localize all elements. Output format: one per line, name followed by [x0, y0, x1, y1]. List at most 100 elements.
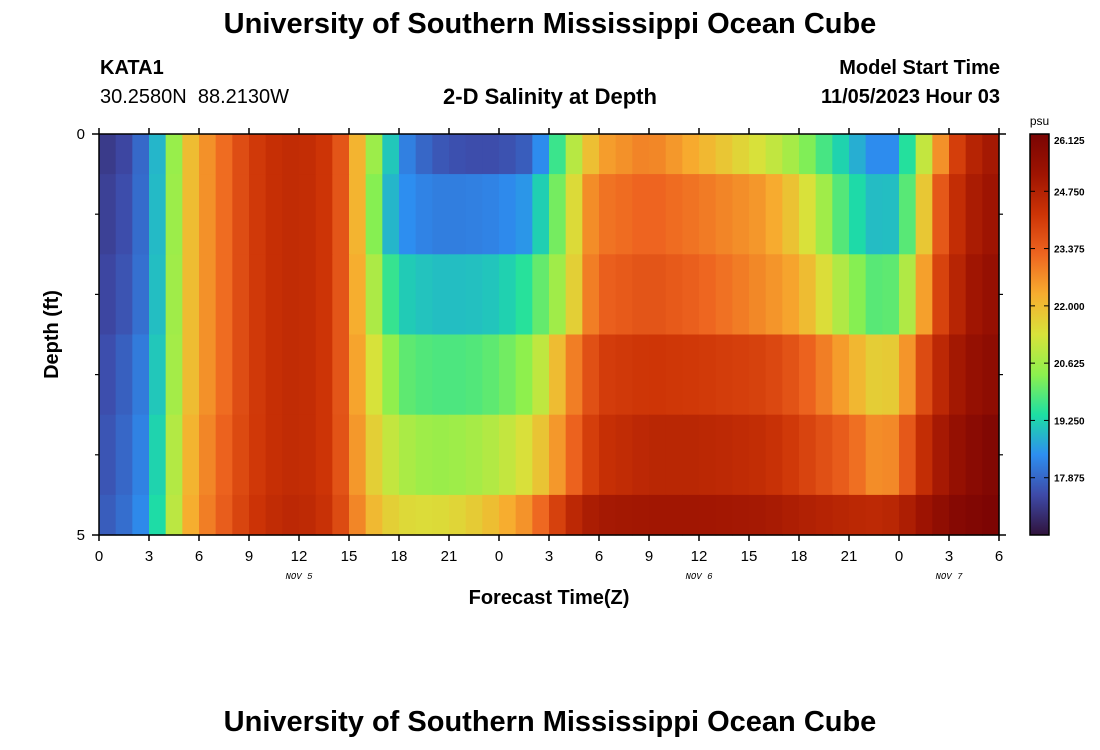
x-tick-label: 0: [495, 548, 503, 565]
heatmap-cell: [549, 134, 567, 175]
heatmap-cell: [832, 414, 850, 496]
heatmap-cell: [982, 494, 1000, 536]
heatmap-cell: [965, 134, 983, 175]
heatmap-cell: [232, 334, 250, 416]
heatmap-cell: [915, 134, 933, 175]
heatmap-cell: [682, 134, 700, 175]
heatmap-cell: [265, 174, 283, 255]
heatmap-cell: [765, 254, 783, 336]
heatmap-cell: [765, 414, 783, 496]
heatmap-cell: [182, 134, 200, 175]
heatmap-cell: [582, 134, 600, 175]
heatmap-cell: [449, 334, 467, 416]
heatmap-cell: [232, 254, 250, 336]
heatmap-cell: [849, 494, 867, 536]
date-label: NOV 7: [935, 572, 963, 582]
heatmap-cell: [115, 134, 133, 175]
heatmap-cell: [949, 494, 967, 536]
heatmap-cell: [732, 134, 750, 175]
heatmap-cell: [432, 334, 450, 416]
heatmap-cell: [782, 494, 800, 536]
heatmap-cell: [649, 254, 667, 336]
heatmap-cell: [482, 334, 500, 416]
heatmap-cell: [899, 134, 917, 175]
heatmap-cell: [449, 134, 467, 175]
heatmap-cell: [782, 334, 800, 416]
heatmap-cell: [99, 414, 117, 496]
heatmap-cell: [815, 174, 833, 255]
date-label: NOV 5: [285, 572, 313, 582]
heatmap-cell: [799, 134, 817, 175]
colorbar-tick-label: 20.625: [1054, 359, 1085, 370]
colorbar-tick-label: 17.875: [1054, 474, 1085, 485]
heatmap-cell: [865, 174, 883, 255]
heatmap-cell: [215, 414, 233, 496]
heatmap-cell: [782, 254, 800, 336]
heatmap-cell: [132, 134, 150, 175]
heatmap-cell: [765, 334, 783, 416]
heatmap-cell: [899, 494, 917, 536]
station-id: KATA1: [100, 57, 164, 79]
heatmap-cell: [649, 334, 667, 416]
heatmap-cell: [182, 414, 200, 496]
heatmap-cell: [315, 134, 333, 175]
heatmap-cell: [599, 334, 617, 416]
heatmap-cell: [265, 254, 283, 336]
heatmap-cell: [849, 334, 867, 416]
heatmap-cell: [215, 494, 233, 536]
heatmap-cell: [382, 174, 400, 255]
heatmap-cell: [882, 334, 900, 416]
heatmap-cell: [249, 414, 267, 496]
heatmap-cell: [865, 334, 883, 416]
heatmap-cell: [499, 494, 517, 536]
heatmap-cell: [115, 254, 133, 336]
heatmap-cell: [632, 134, 650, 175]
heatmap-cell: [715, 254, 733, 336]
heatmap-cell: [165, 414, 183, 496]
heatmap-cell: [149, 134, 167, 175]
heatmap-cell: [332, 134, 350, 175]
heatmap-cell: [432, 494, 450, 536]
heatmap-cell: [349, 414, 367, 496]
heatmap-cell: [982, 334, 1000, 416]
heatmap-cell: [199, 414, 217, 496]
x-tick-label: 3: [945, 548, 953, 565]
heatmap-cell: [465, 254, 483, 336]
heatmap-cell: [765, 134, 783, 175]
colorbar-tick-label: 24.750: [1054, 187, 1085, 198]
heatmap-cell: [99, 174, 117, 255]
heatmap-cell: [232, 494, 250, 536]
x-tick-label: 21: [441, 548, 458, 565]
x-tick-label: 9: [645, 548, 653, 565]
heatmap-cell: [582, 174, 600, 255]
heatmap-cell: [399, 334, 417, 416]
heatmap-cell: [332, 414, 350, 496]
heatmap-cell: [182, 334, 200, 416]
heatmap-cell: [132, 414, 150, 496]
heatmap-cell: [415, 134, 433, 175]
x-tick-label: 0: [895, 548, 903, 565]
colorbar-tick-label: 23.375: [1054, 245, 1085, 256]
heatmap-cell: [165, 494, 183, 536]
heatmap-cell: [532, 174, 550, 255]
heatmap-cell: [849, 174, 867, 255]
heatmap-cell: [482, 494, 500, 536]
heatmap-cell: [882, 134, 900, 175]
x-tick-label: 15: [741, 548, 758, 565]
heatmap-cell: [199, 334, 217, 416]
heatmap-cell: [565, 414, 583, 496]
heatmap-cell: [465, 334, 483, 416]
heatmap-cell: [782, 134, 800, 175]
heatmap-cell: [249, 174, 267, 255]
heatmap-cell: [915, 494, 933, 536]
heatmap-cell: [349, 134, 367, 175]
heatmap-cell: [632, 334, 650, 416]
heatmap-cell: [699, 134, 717, 175]
heatmap-cell: [515, 174, 533, 255]
model-start-time: 11/05/2023 Hour 03: [820, 86, 1000, 108]
heatmap-cell: [699, 254, 717, 336]
heatmap-cell: [765, 494, 783, 536]
date-label: NOV 6: [685, 572, 713, 582]
heatmap-cell: [915, 334, 933, 416]
